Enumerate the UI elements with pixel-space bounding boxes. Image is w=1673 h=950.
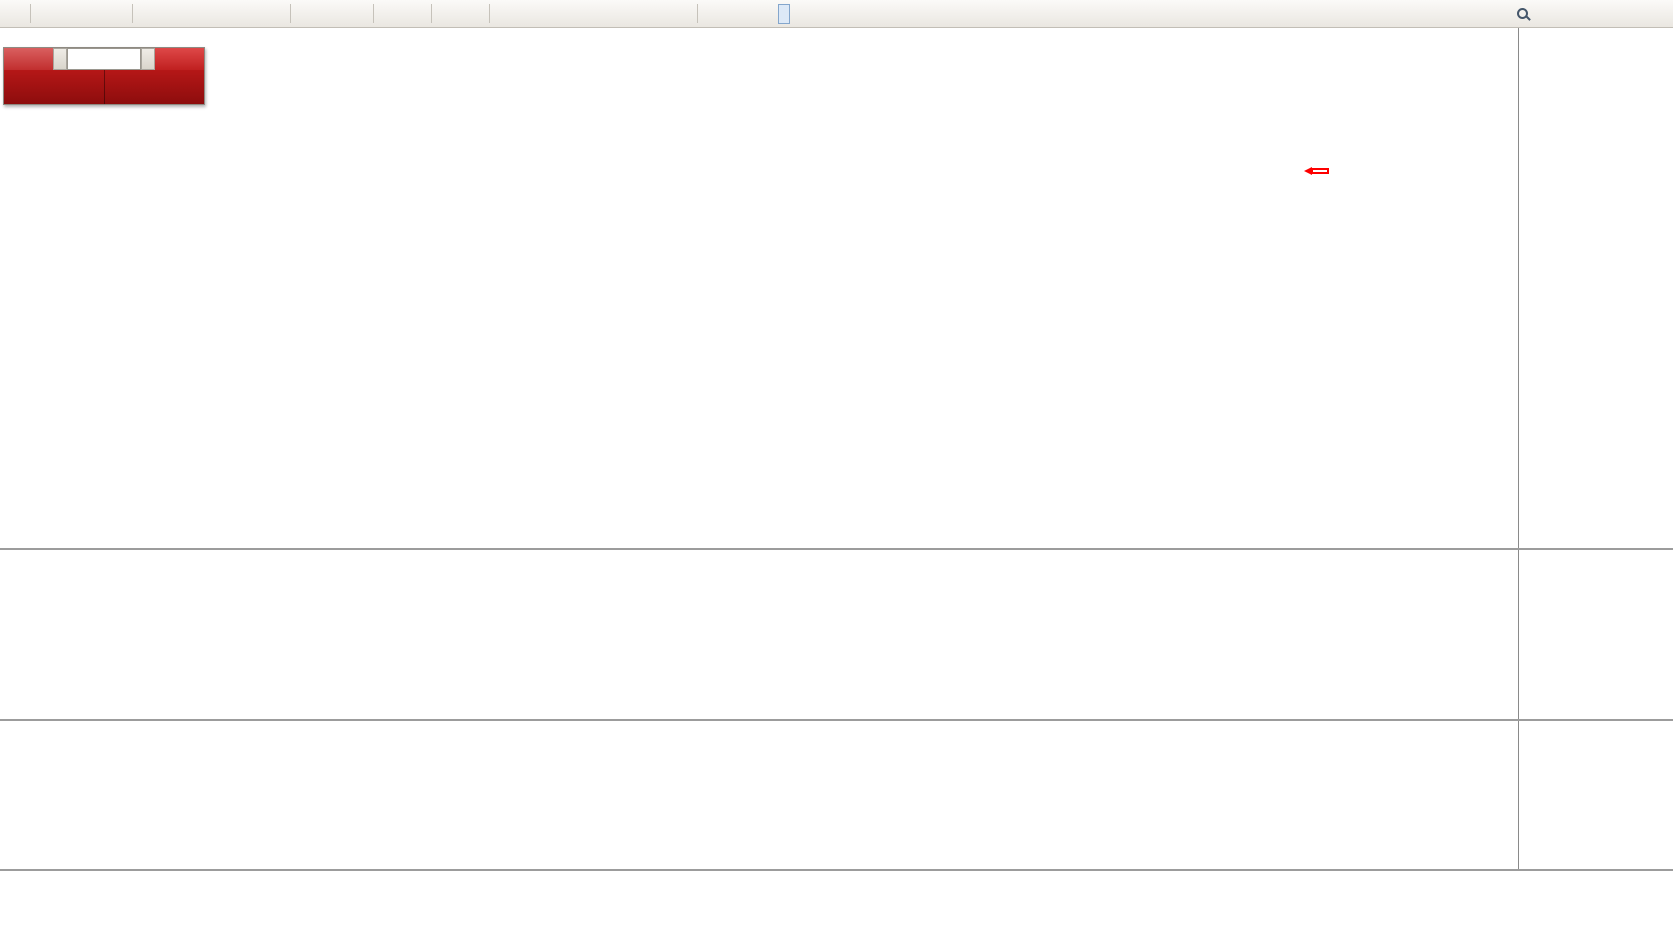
volume-decrease-button[interactable] [53, 48, 67, 70]
indicators-button[interactable] [295, 3, 319, 25]
search-icon [1516, 8, 1528, 19]
buy-price[interactable] [105, 70, 205, 104]
timeframe-m30[interactable] [748, 4, 760, 24]
order-prices-row [4, 70, 204, 104]
volume-input[interactable] [67, 48, 141, 70]
price-scale[interactable] [1518, 28, 1673, 871]
zoom-out-button[interactable] [237, 3, 261, 25]
fibonacci-button[interactable] [594, 3, 618, 25]
trendline-button[interactable] [544, 3, 568, 25]
new-order-button[interactable] [3, 3, 26, 25]
toolbar-separator [30, 4, 31, 23]
zoom-in-button[interactable] [212, 3, 236, 25]
auto-scroll-button[interactable] [320, 3, 344, 25]
timeframe-d1[interactable] [793, 4, 805, 24]
timeframe-m1[interactable] [703, 4, 715, 24]
timeframe-h4[interactable] [778, 3, 790, 24]
timeframe-h1[interactable] [763, 4, 775, 24]
toolbar-separator [431, 4, 432, 23]
price-callout-annotation[interactable] [1304, 167, 1329, 175]
price-divider [103, 70, 105, 104]
cursor-button[interactable] [436, 3, 460, 25]
crosshair-button[interactable] [461, 3, 485, 25]
autotrading-button[interactable] [110, 3, 128, 25]
toolbar-separator [373, 4, 374, 23]
timeframe-m5[interactable] [718, 4, 730, 24]
vertical-line-button[interactable] [494, 3, 518, 25]
line-chart-button[interactable] [187, 3, 211, 25]
channel-button[interactable] [569, 3, 593, 25]
main-chart-panel[interactable] [0, 28, 1518, 548]
timeframe-w1[interactable] [808, 4, 820, 24]
sell-price[interactable] [4, 70, 104, 104]
periods-button[interactable] [378, 3, 402, 25]
main-plot [0, 28, 1518, 548]
search-button[interactable] [1510, 3, 1534, 25]
candlestick-chart-button[interactable] [162, 3, 186, 25]
timeframe-mn[interactable] [823, 4, 835, 24]
chart-shift-button[interactable] [345, 3, 369, 25]
one-click-trading-panel [3, 47, 205, 105]
text-tool-button[interactable] [619, 3, 643, 25]
toolbar-separator [132, 4, 133, 23]
time-axis[interactable] [0, 871, 1673, 950]
timeframe-m15[interactable] [733, 4, 745, 24]
horizontal-line-button[interactable] [519, 3, 543, 25]
volume-increase-button[interactable] [141, 48, 155, 70]
macd-panel[interactable] [0, 550, 1518, 719]
toolbar-separator [697, 4, 698, 23]
templates-button[interactable] [403, 3, 427, 25]
rsi-plot [0, 721, 1518, 869]
panel-separator[interactable] [0, 548, 1673, 550]
tile-windows-button[interactable] [262, 3, 286, 25]
buy-button[interactable] [155, 48, 204, 70]
toolbar-separator [290, 4, 291, 23]
profiles-button[interactable] [60, 3, 84, 25]
label-tool-button[interactable] [644, 3, 668, 25]
toolbar [0, 0, 1673, 28]
arrows-tool-button[interactable] [669, 3, 693, 25]
macd-plot [0, 550, 1518, 719]
panel-separator[interactable] [0, 719, 1673, 721]
panel-separator[interactable] [0, 869, 1673, 871]
bar-chart-button[interactable] [137, 3, 161, 25]
sell-button[interactable] [4, 48, 53, 70]
settings-button[interactable] [1542, 3, 1566, 25]
metaeditor-button[interactable] [35, 3, 59, 25]
toolbar-separator [489, 4, 490, 23]
refresh-button[interactable] [85, 3, 109, 25]
rsi-panel[interactable] [0, 721, 1518, 869]
order-controls-row [4, 48, 204, 70]
